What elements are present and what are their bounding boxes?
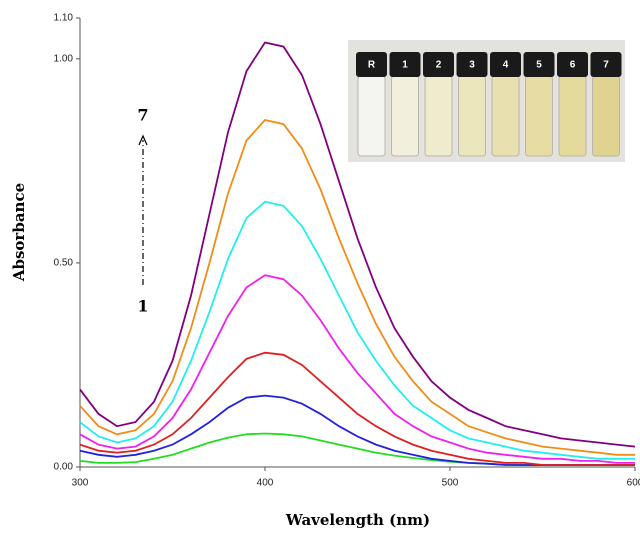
vial (592, 75, 620, 157)
vial (491, 75, 520, 157)
vial (391, 75, 419, 157)
vial-cap (389, 52, 421, 77)
x-axis-label: Wavelength (nm) (285, 511, 430, 529)
vial-cap (490, 52, 521, 77)
vial-label: 1 (402, 60, 408, 71)
vial-label: R (368, 60, 376, 71)
x-tick-label: 400 (257, 478, 274, 489)
y-tick-label: 1.00 (54, 53, 74, 64)
data-line (79, 200, 635, 460)
x-tick-label: 300 (72, 478, 89, 489)
arrow-head (138, 134, 148, 146)
vial (525, 75, 553, 157)
y-axis-label: Absorbance (10, 183, 28, 282)
annotation: 1 (137, 297, 148, 316)
vial-label: 4 (503, 60, 509, 71)
y-tick-label: 0.00 (54, 462, 74, 473)
vial-cap (356, 52, 387, 77)
y-tick-label: 1.10 (54, 13, 74, 24)
vial-cap (557, 52, 588, 77)
x-tick-label: 600 (627, 478, 640, 489)
vial-label: 3 (469, 60, 475, 71)
data-line (79, 41, 636, 448)
vial-label: 7 (603, 60, 609, 71)
y-tick-label: 0.50 (54, 258, 74, 269)
vial-label: 5 (536, 60, 542, 71)
x-tick-label: 500 (442, 478, 459, 489)
vial-cap (456, 52, 488, 77)
data-line (79, 274, 635, 464)
vial-label: 2 (436, 60, 442, 71)
data-line (79, 432, 635, 466)
annotation: 7 (137, 106, 148, 125)
vial-cap (523, 52, 555, 77)
data-line (79, 119, 635, 456)
vial-label: 6 (570, 60, 576, 71)
vial (458, 75, 486, 157)
vial (558, 75, 587, 157)
inset-photo: R 1 2 3 4 5 6 7 (348, 40, 625, 162)
vial (424, 75, 453, 157)
vial (357, 75, 386, 157)
vial-cap (590, 52, 622, 77)
data-line (79, 351, 635, 466)
vial-cap (423, 52, 454, 77)
